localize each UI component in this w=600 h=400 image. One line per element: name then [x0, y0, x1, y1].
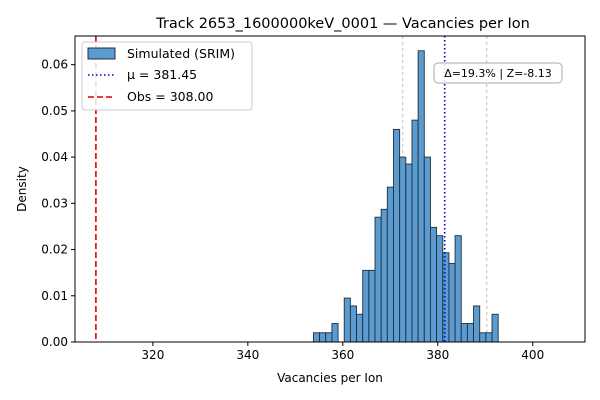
- plot-frame: [74, 35, 586, 343]
- histogram-bar: [368, 269, 376, 343]
- histogram-bar: [436, 235, 444, 343]
- histogram-bar: [417, 50, 425, 343]
- legend: Simulated (SRIM) μ = 381.45 Obs = 308.00: [81, 41, 253, 111]
- histogram-bar: [380, 208, 388, 343]
- histogram-bar: [362, 269, 370, 343]
- x-axis-ticks: 320 340 360 380 400: [141, 342, 544, 362]
- y-axis-ticks: 0.00 0.01 0.02 0.03 0.04 0.05 0.06: [41, 58, 75, 349]
- x-tick-label: 320: [141, 348, 164, 362]
- legend-label-simulated: Simulated (SRIM): [127, 46, 235, 61]
- y-axis-label: Density: [15, 166, 29, 212]
- y-tick-label: 0.04: [41, 150, 68, 164]
- y-tick-label: 0.06: [41, 58, 68, 72]
- histogram-bar: [485, 332, 493, 343]
- legend-box: [81, 41, 253, 111]
- histogram-bar: [312, 332, 321, 343]
- histogram-bar: [386, 186, 394, 343]
- histogram-bar: [331, 323, 339, 343]
- legend-label-obs: Obs = 308.00: [127, 89, 213, 104]
- histogram-bar: [325, 332, 333, 343]
- histogram-bar: [319, 332, 327, 343]
- histogram-bar: [423, 156, 431, 343]
- histogram-bar: [356, 313, 364, 343]
- legend-label-mean: μ = 381.45: [127, 67, 197, 82]
- histogram-bar: [479, 332, 487, 343]
- histogram-bar: [442, 252, 450, 343]
- histogram-bar: [473, 305, 481, 343]
- annotation-box: [433, 62, 563, 84]
- x-tick-label: 380: [426, 348, 449, 362]
- stats-annotation: Δ=19.3% | Z=-8.13: [433, 62, 563, 84]
- histogram-bar: [448, 262, 456, 343]
- histogram-bar: [349, 305, 357, 343]
- histogram-bar: [429, 226, 438, 343]
- histogram-bar: [405, 163, 413, 343]
- y-tick-label: 0.01: [41, 289, 68, 303]
- histogram-bar: [343, 297, 351, 343]
- histogram-bars: [312, 50, 499, 343]
- x-tick-label: 400: [521, 348, 544, 362]
- histogram-bar: [491, 313, 499, 343]
- x-tick-label: 340: [236, 348, 259, 362]
- histogram-bar: [454, 235, 462, 343]
- y-tick-label: 0.03: [41, 196, 68, 210]
- x-tick-label: 360: [331, 348, 354, 362]
- chart-title: Track 2653_1600000keV_0001 — Vacancies p…: [155, 16, 530, 32]
- x-axis-label: Vacancies per Ion: [277, 371, 383, 385]
- histogram-bar: [411, 119, 419, 343]
- y-tick-label: 0.02: [41, 243, 68, 257]
- histogram-bar: [466, 323, 475, 343]
- histogram-bar: [393, 128, 401, 343]
- legend-swatch-simulated: [87, 47, 116, 60]
- histogram-bar: [374, 216, 382, 343]
- annotation-text: Δ=19.3% | Z=-8.13: [444, 67, 552, 80]
- y-tick-label: 0.05: [41, 104, 68, 118]
- histogram-bar: [460, 323, 468, 343]
- y-tick-label: 0.00: [41, 335, 68, 349]
- histogram-bar: [399, 156, 407, 343]
